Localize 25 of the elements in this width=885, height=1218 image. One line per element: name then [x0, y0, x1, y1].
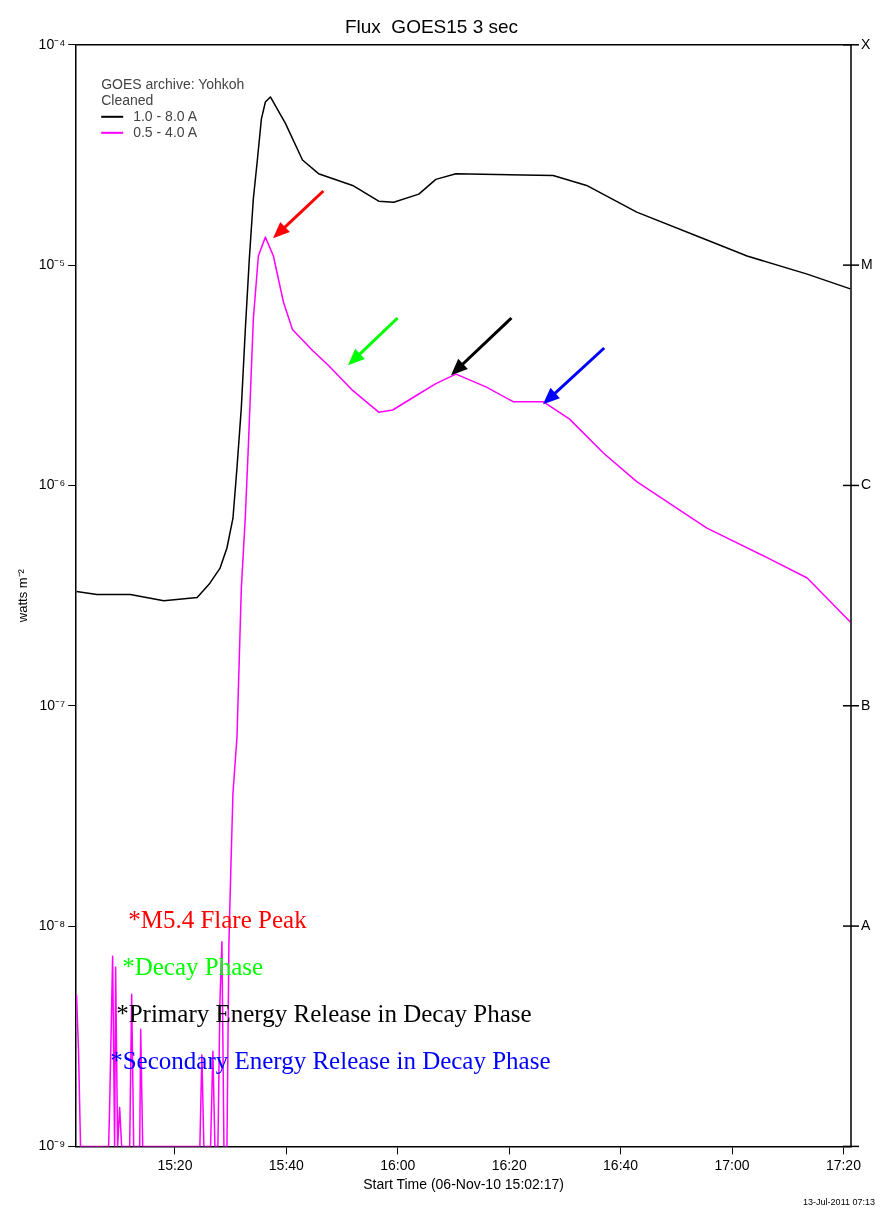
x-tick-label: 16:40 — [603, 1156, 639, 1173]
y-tick-label: 10⁻⁴ — [38, 35, 66, 52]
text: M — [861, 255, 873, 272]
chart-title: Flux GOES15 3 sec — [344, 15, 519, 37]
text: X — [861, 35, 871, 52]
x-tick-label: 16:00 — [380, 1156, 416, 1173]
text: A — [861, 916, 871, 933]
text: C — [861, 476, 872, 493]
text: B — [861, 696, 871, 713]
x-tick-label: 15:20 — [157, 1156, 193, 1173]
y-axis-title: watts m⁻² — [15, 568, 31, 624]
x-tick-label: 17:00 — [714, 1156, 750, 1173]
legend-label: 1.0 - 8.0 A — [133, 107, 198, 124]
y-tick-label: 10⁻⁸ — [38, 916, 66, 933]
legend-title: GOES archive: Yohkoh Cleaned — [101, 75, 245, 108]
x-tick-label: 17:20 — [825, 1156, 862, 1173]
x-axis-title: Start Time (06-Nov-10 15:02:17) — [363, 1176, 564, 1193]
y-tick-label: 10⁻⁹ — [38, 1137, 66, 1154]
x-tick-label: 16:20 — [491, 1156, 527, 1173]
x-tick-label: 15:40 — [268, 1156, 305, 1173]
y-tick-label: 10⁻⁶ — [38, 476, 66, 493]
y-tick-label: 10⁻⁷ — [39, 696, 66, 713]
y-tick-label: 10⁻⁵ — [38, 255, 66, 272]
legend-label: 0.5 - 4.0 A — [133, 123, 198, 140]
text: 13-Jul-2011 07:13 — [803, 1196, 875, 1207]
